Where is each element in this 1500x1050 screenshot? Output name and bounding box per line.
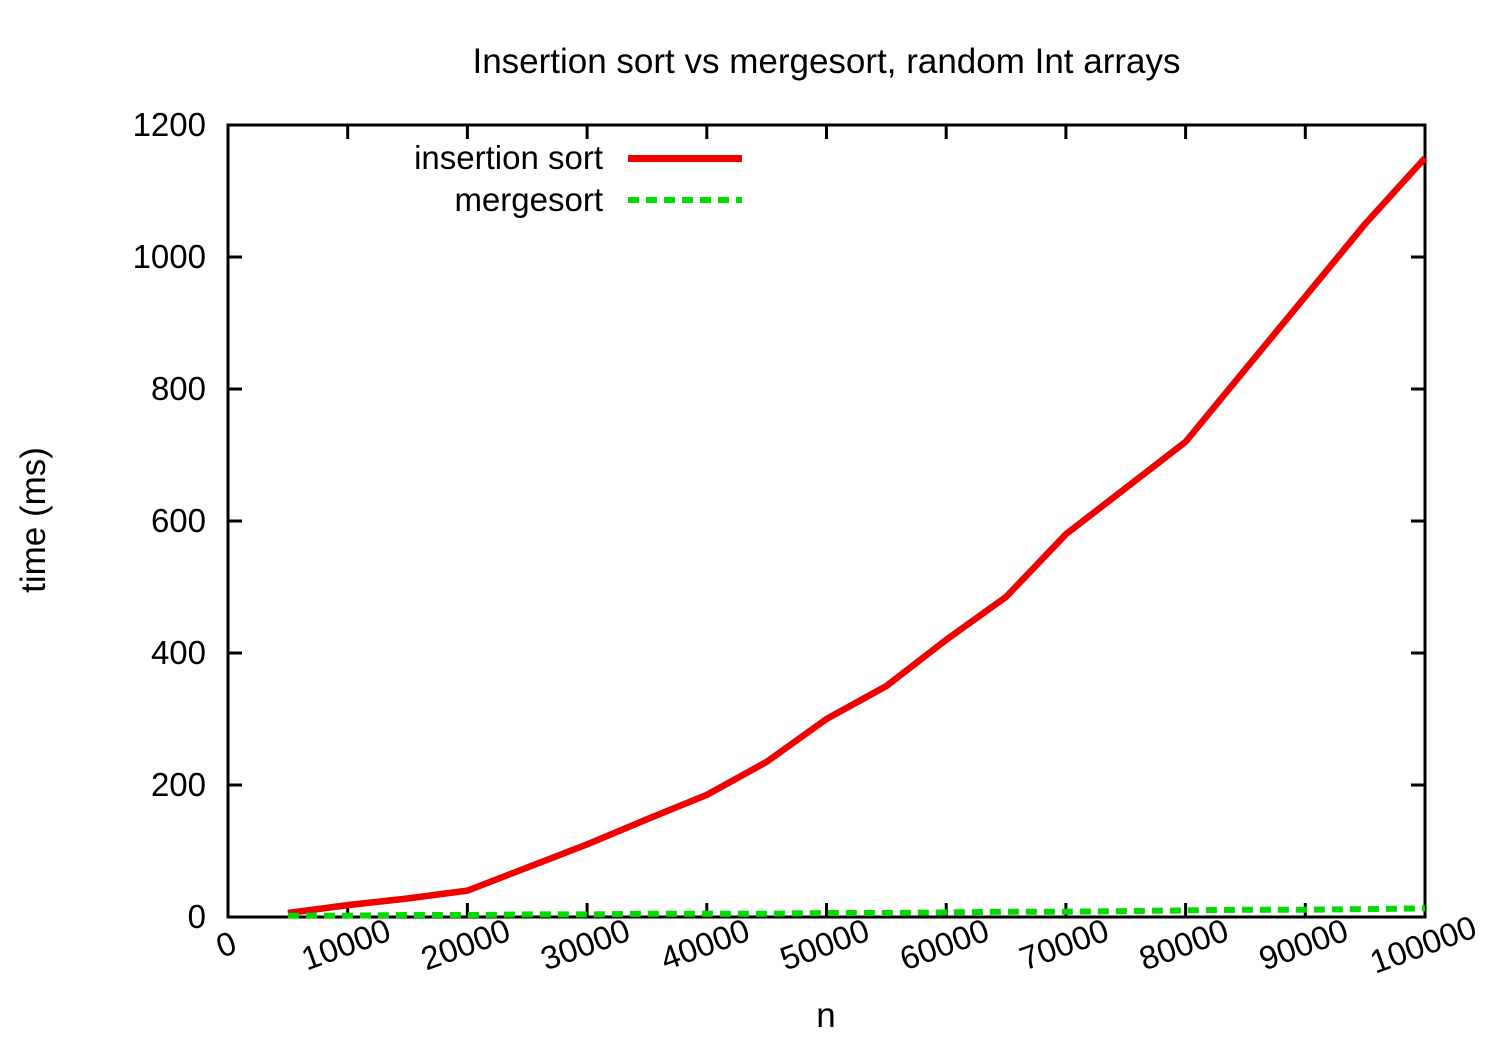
y-axis-label: time (ms): [14, 447, 53, 593]
x-tick-label: 90000: [1254, 911, 1353, 977]
legend-label-insertion-sort: insertion sort: [414, 139, 603, 176]
chart-title: Insertion sort vs mergesort, random Int …: [472, 42, 1181, 81]
x-tick-label: 50000: [775, 911, 874, 977]
x-tick-label: 40000: [655, 911, 754, 977]
x-tick-label: 20000: [416, 911, 515, 977]
x-tick-label: 10000: [296, 911, 395, 977]
y-tick-label: 1000: [133, 238, 206, 275]
x-tick-label: 0: [211, 924, 241, 965]
y-tick-label: 600: [151, 502, 206, 539]
y-tick-label: 400: [151, 634, 206, 671]
y-tick-label: 200: [151, 766, 206, 803]
y-tick-label: 0: [188, 898, 206, 935]
x-tick-label: 30000: [536, 911, 635, 977]
plot-border: [226, 123, 1427, 919]
legend-line-sample-solid: [628, 154, 742, 162]
y-tick-label: 1200: [133, 106, 206, 143]
x-tick-label: 80000: [1134, 911, 1233, 977]
legend-item-insertion-sort: insertion sort: [228, 138, 742, 178]
legend-line-sample-dashed: [628, 197, 742, 203]
x-axis-label: n: [816, 996, 836, 1035]
legend-item-mergesort: mergesort: [228, 180, 742, 220]
x-tick-label: 100000: [1365, 908, 1481, 980]
series-line-mergesort: [287, 905, 1426, 919]
y-tick-label: 800: [151, 370, 206, 407]
series-line-insertion-sort: [287, 155, 1428, 917]
x-tick-label: 70000: [1015, 911, 1114, 977]
x-tick-label: 60000: [895, 911, 994, 977]
legend-label-mergesort: mergesort: [454, 181, 603, 218]
